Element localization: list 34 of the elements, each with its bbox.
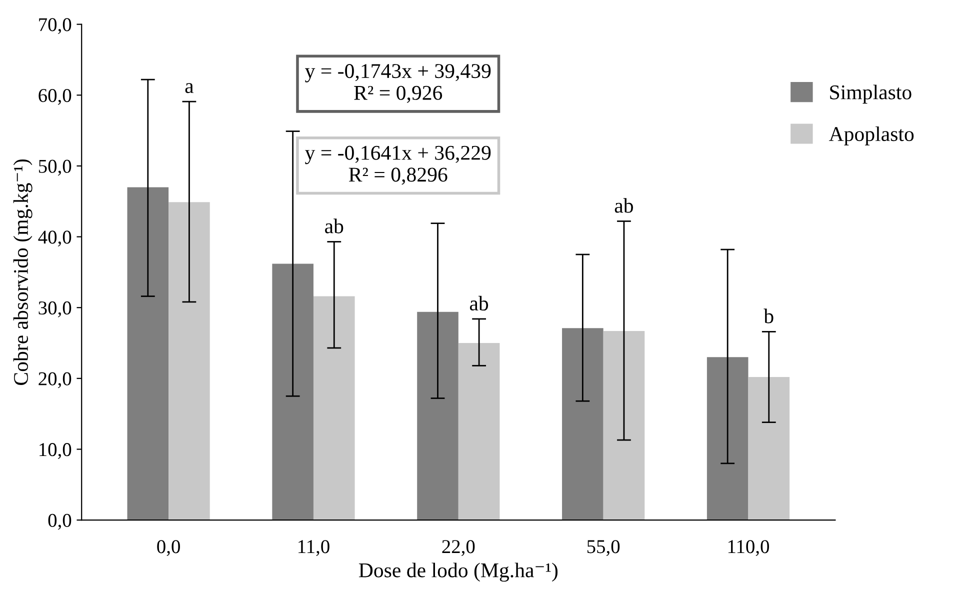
annotation: b [764, 308, 774, 324]
bar [458, 343, 500, 520]
y-tick-label: 70,0 [39, 18, 72, 34]
annotation: a [185, 83, 194, 94]
legend-label: Simplasto [830, 84, 912, 104]
annotation: ab [325, 218, 344, 234]
bar [417, 312, 458, 520]
x-tick-label: 11,0 [298, 540, 330, 556]
x-tick-label: 22,0 [442, 540, 475, 556]
x-tick-label: 55,0 [587, 540, 620, 556]
y-tick-label: 60,0 [38, 88, 72, 105]
x-tick-label: 0,0 [157, 540, 180, 556]
annotation: ab [614, 198, 634, 213]
y-tick-label: 50,0 [38, 160, 72, 176]
bar [127, 187, 169, 520]
bar [313, 296, 355, 520]
legend-label: Apoplasto [828, 126, 914, 146]
bar [603, 330, 645, 520]
bar [748, 377, 790, 520]
bar [168, 202, 210, 520]
y-tick-label: 20,0 [38, 372, 72, 388]
annotation: ab [470, 296, 488, 311]
bar [562, 328, 604, 520]
bar [706, 357, 748, 520]
annotation: y = -0,1743x + 39,439 R² = 0,926 [305, 64, 491, 103]
bar [272, 264, 314, 520]
y-tick-label: 10,0 [40, 443, 72, 459]
y-tick-label: 30,0 [38, 301, 72, 318]
x-tick-label: 110,0 [728, 540, 770, 556]
y-tick-label: 0,0 [48, 514, 72, 530]
annotation: y = -0,1641x + 36,229 R² = 0,8296 [305, 146, 491, 185]
y-tick-label: 40,0 [38, 230, 72, 247]
x-axis-title: Dose de lodo (Mg.ha⁻¹) [358, 562, 558, 582]
y-axis-title: Cobre absorvido (mg.kg⁻¹) [13, 159, 32, 385]
